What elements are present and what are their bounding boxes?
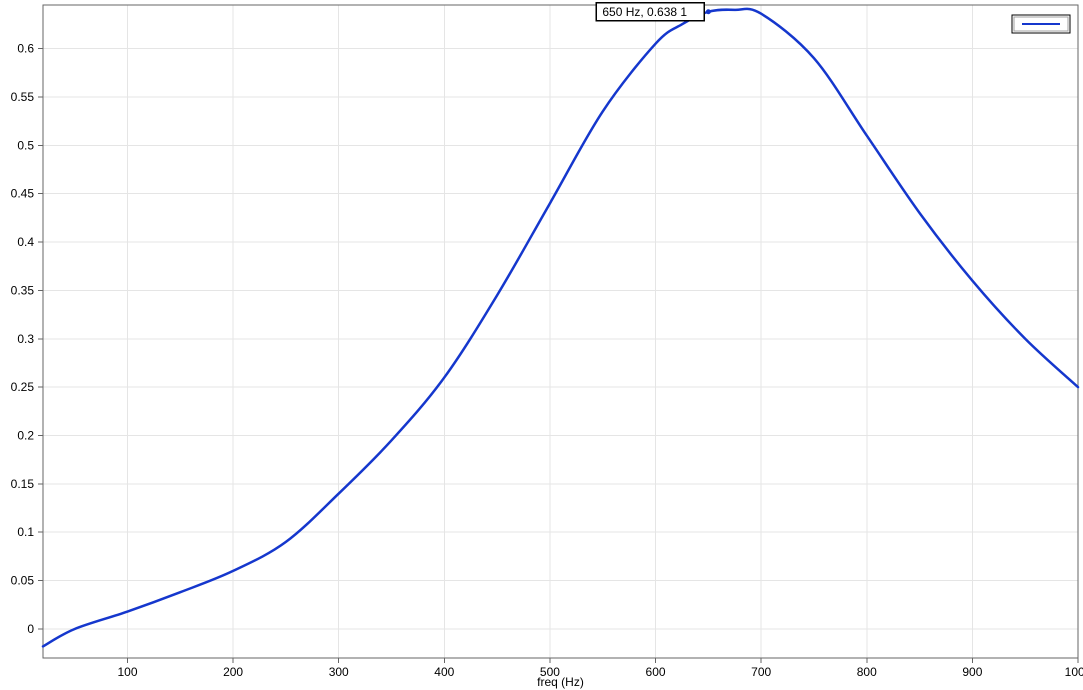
chart-svg: 100200300400500600700800900100000.050.10… (0, 0, 1083, 690)
x-tick-label: 200 (223, 665, 243, 679)
x-tick-label: 300 (329, 665, 349, 679)
y-tick-label: 0.05 (11, 574, 35, 588)
y-tick-label: 0.3 (17, 332, 34, 346)
y-tick-label: 0.1 (17, 525, 34, 539)
y-tick-label: 0.6 (17, 42, 34, 56)
y-tick-label: 0.35 (11, 283, 35, 297)
y-tick-label: 0.45 (11, 187, 35, 201)
x-tick-label: 600 (646, 665, 666, 679)
y-tick-label: 0.2 (17, 428, 34, 442)
marker-label: 650 Hz, 0.638 1 (602, 5, 687, 19)
marker-dot (706, 9, 711, 14)
y-tick-label: 0.15 (11, 477, 35, 491)
chart-container: 100200300400500600700800900100000.050.10… (0, 0, 1083, 690)
y-tick-label: 0.5 (17, 138, 34, 152)
x-tick-label: 800 (857, 665, 877, 679)
y-tick-label: 0.55 (11, 90, 35, 104)
x-tick-label: 700 (751, 665, 771, 679)
x-tick-label: 100 (117, 665, 137, 679)
x-tick-label: 400 (434, 665, 454, 679)
x-tick-label: 1000 (1065, 665, 1083, 679)
y-tick-label: 0.4 (17, 235, 34, 249)
x-axis-label: freq (Hz) (537, 675, 584, 689)
y-tick-label: 0 (27, 622, 34, 636)
y-tick-label: 0.25 (11, 380, 35, 394)
x-tick-label: 900 (962, 665, 982, 679)
